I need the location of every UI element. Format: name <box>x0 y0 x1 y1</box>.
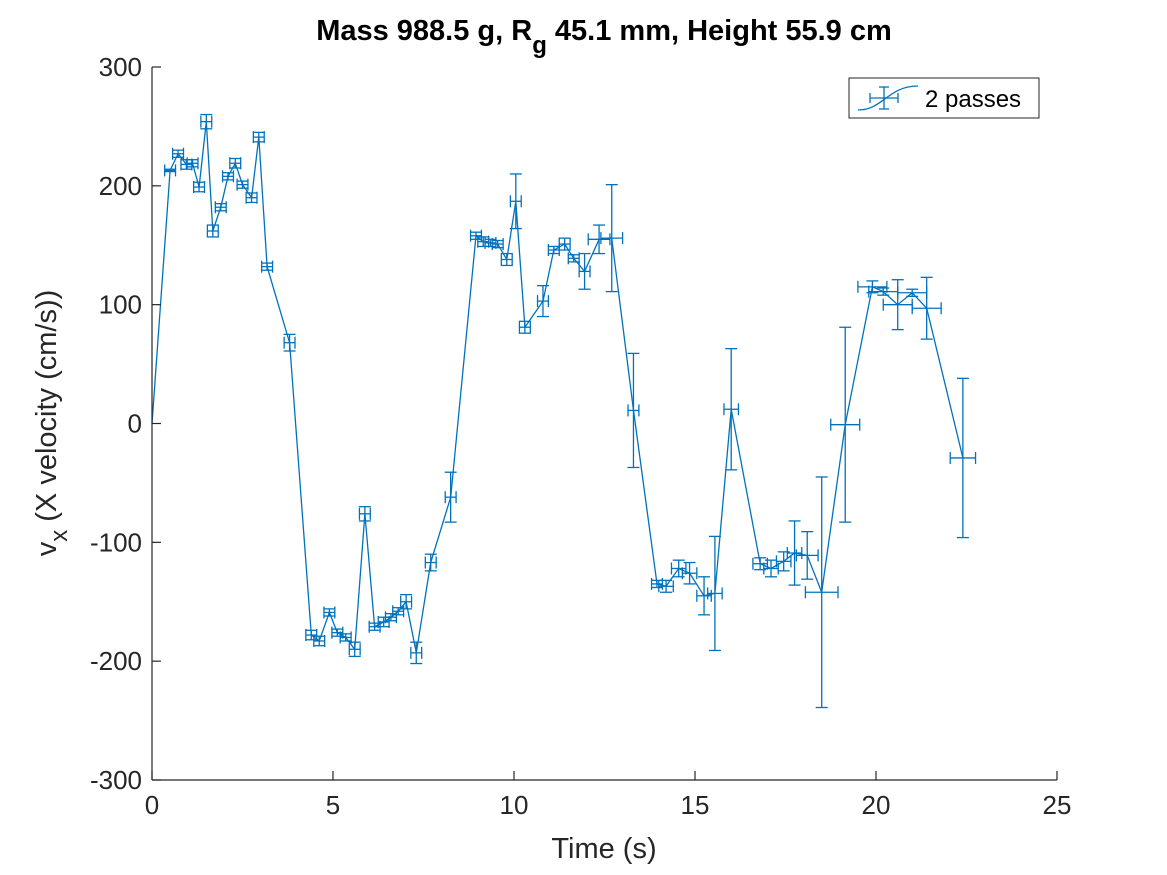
chart-title-subscript: g <box>532 32 547 59</box>
chart-title: Mass 988.5 g, Rg 45.1 mm, Height 55.9 cm <box>316 15 892 59</box>
y-axis-label-subscript: x <box>46 530 73 542</box>
data-point <box>206 224 219 238</box>
data-point <box>469 229 483 242</box>
data-point <box>795 530 819 580</box>
data-point <box>164 164 177 177</box>
data-point <box>500 252 513 267</box>
data-point <box>358 506 371 522</box>
data-point <box>392 605 405 618</box>
y-tick-label: -200 <box>90 646 142 676</box>
data-point <box>200 113 213 130</box>
x-tick-label: 25 <box>1043 790 1072 820</box>
data-point <box>283 333 296 352</box>
data-point <box>509 173 522 230</box>
data-point <box>658 579 674 593</box>
y-tick-label: 200 <box>99 171 142 201</box>
legend-series-glyph <box>857 85 919 111</box>
data-point <box>186 157 199 170</box>
data-point <box>707 535 723 652</box>
data-point <box>600 183 624 293</box>
data-point <box>331 626 344 639</box>
y-tick-label: 300 <box>99 52 142 82</box>
data-point <box>786 520 803 586</box>
x-axis-label: Time (s) <box>551 833 656 865</box>
data-point <box>696 576 712 616</box>
plot-area <box>151 113 977 709</box>
chart-title-suffix: 45.1 mm, Height 55.9 cm <box>547 15 892 47</box>
data-point <box>323 606 336 619</box>
data-point <box>180 158 193 171</box>
data-point <box>484 236 497 249</box>
data-point <box>670 559 687 578</box>
data-point <box>567 252 580 265</box>
x-tick-label: 0 <box>145 790 159 820</box>
data-point <box>348 641 361 658</box>
data-point <box>775 551 792 572</box>
data-point <box>857 280 888 294</box>
data-point <box>424 553 437 572</box>
axes <box>151 66 1058 781</box>
y-axis-label-rest: (X velocity (cm/s)) <box>31 290 63 530</box>
data-point <box>305 629 318 642</box>
y-tick-label: -300 <box>90 765 142 795</box>
series-0 <box>151 113 977 709</box>
data-point <box>681 561 698 585</box>
x-tick-label: 5 <box>326 790 340 820</box>
data-point <box>578 252 591 290</box>
data-point <box>400 593 413 610</box>
data-point <box>804 476 839 709</box>
data-point <box>221 170 235 183</box>
tick-labels: 0 5 10 15 20 25 -300 -200 -100 0 100 200 300 <box>90 52 1072 820</box>
data-point <box>236 178 249 191</box>
data-point <box>558 237 571 251</box>
data-point <box>911 276 942 340</box>
data-point <box>313 634 326 647</box>
y-axis-label-main: v <box>31 541 63 556</box>
data-point <box>518 320 531 334</box>
data-point <box>547 244 560 257</box>
data-point <box>229 157 242 170</box>
y-tick-label: 100 <box>99 290 142 320</box>
data-point <box>536 285 550 318</box>
data-point <box>171 147 185 160</box>
data-point <box>252 131 265 144</box>
legend-entry-label: 2 passes <box>925 86 1021 113</box>
data-point <box>384 611 398 624</box>
data-point <box>587 224 611 255</box>
y-tick-label: -100 <box>90 527 142 557</box>
data-point <box>339 631 352 644</box>
data-point <box>261 260 274 273</box>
data-point <box>949 377 977 539</box>
data-point <box>830 326 861 523</box>
data-point <box>214 201 227 214</box>
data-point <box>192 181 206 194</box>
x-tick-label: 15 <box>681 790 710 820</box>
x-tick-label: 20 <box>862 790 891 820</box>
y-axis-label: vx (X velocity (cm/s)) <box>31 290 73 557</box>
chart-title-prefix: Mass 988.5 g, R <box>316 15 532 47</box>
legend: 2 passes <box>848 77 1040 119</box>
data-point <box>491 238 504 251</box>
y-tick-label: 0 <box>128 409 142 439</box>
data-point <box>723 347 740 471</box>
data-point <box>245 191 258 204</box>
data-point <box>410 641 423 665</box>
data-point <box>444 471 457 523</box>
data-point <box>627 352 640 469</box>
data-point <box>763 559 779 578</box>
x-tick-label: 10 <box>500 790 529 820</box>
